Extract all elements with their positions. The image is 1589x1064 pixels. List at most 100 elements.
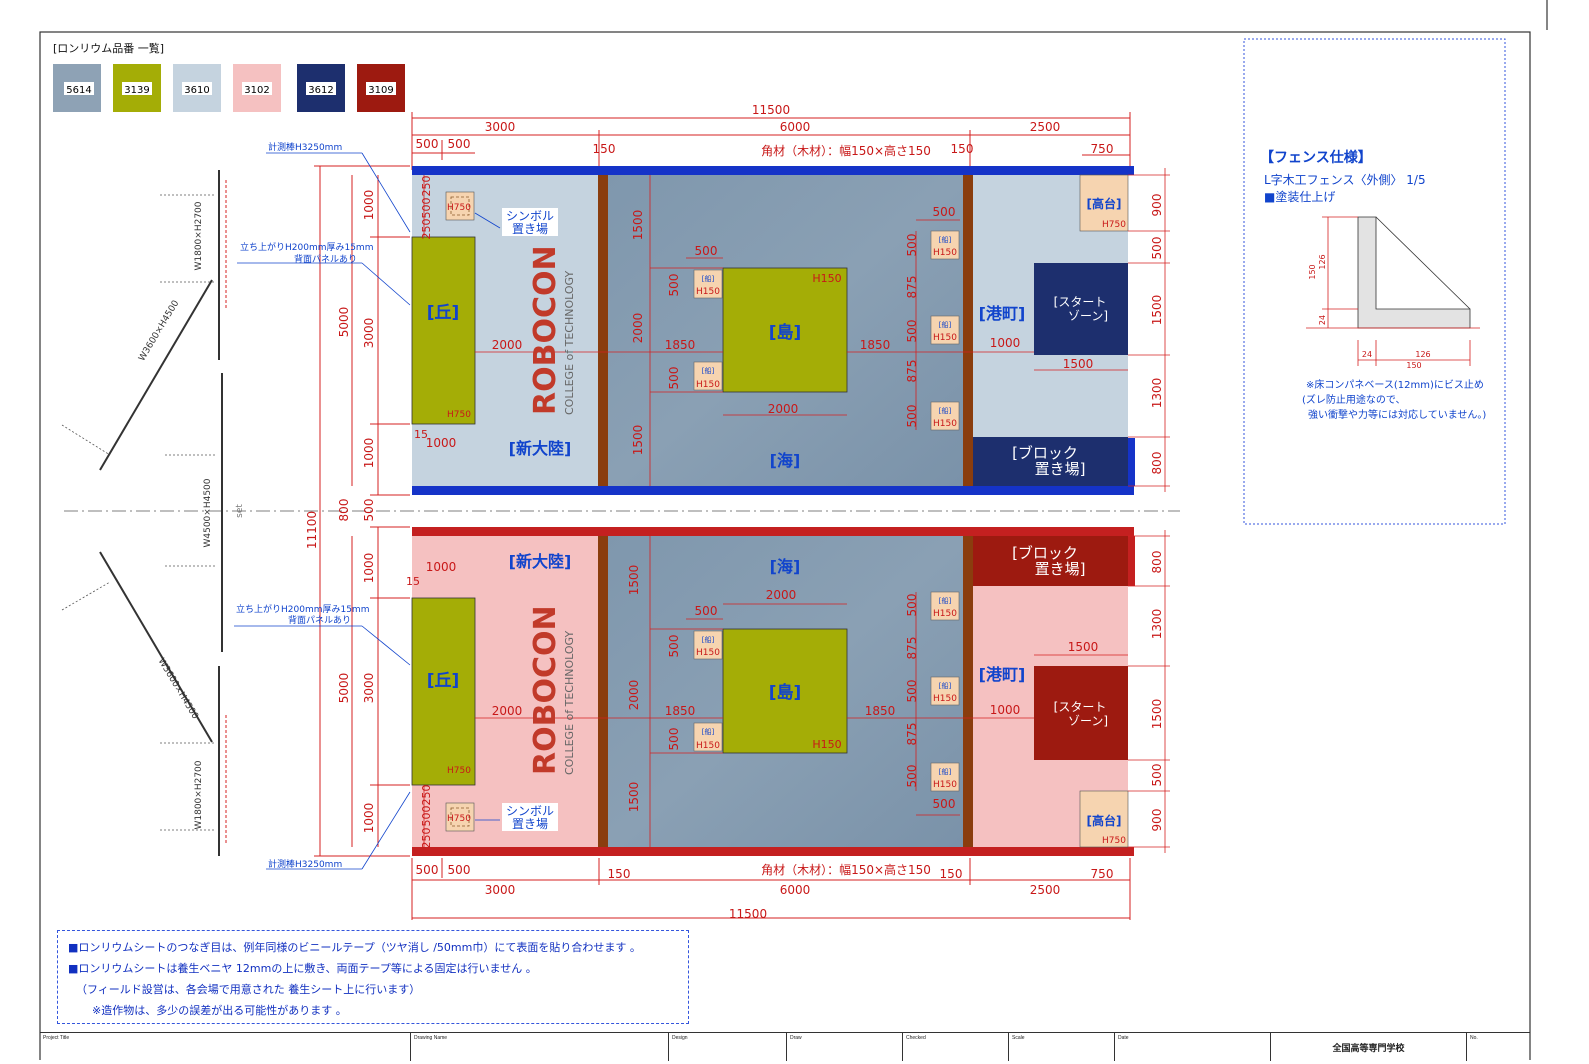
fence-label-a-bottom: W1800×H2700 xyxy=(194,760,204,829)
timber-left xyxy=(598,175,608,486)
label-start-2: ゾーン] xyxy=(1068,309,1108,323)
svg-text:ゾーン]: ゾーン] xyxy=(1068,714,1108,728)
start-zone-red xyxy=(1034,666,1128,760)
tb-no: No. xyxy=(1466,1033,1530,1061)
plateau-red xyxy=(1079,790,1129,848)
dim-500a: 500 xyxy=(416,137,439,151)
svg-text:500: 500 xyxy=(667,635,681,658)
left-dimension-lines xyxy=(314,165,410,857)
svg-text:H750: H750 xyxy=(447,814,471,824)
annotation-measure-pole-bottom: 計測棒H3250mm xyxy=(268,858,342,870)
svg-text:L字木工フェンス〈外側〉 1/5: L字木工フェンス〈外側〉 1/5 xyxy=(1264,172,1426,187)
svg-text:[海]: [海] xyxy=(770,557,801,576)
svg-text:H150: H150 xyxy=(696,380,720,390)
svg-text:2000: 2000 xyxy=(631,313,645,344)
svg-text:H150: H150 xyxy=(812,272,841,285)
svg-text:[船]: [船] xyxy=(939,596,952,605)
svg-text:[船]: [船] xyxy=(702,274,715,283)
svg-text:24: 24 xyxy=(1318,315,1327,325)
swatch-label-3139: 3139 xyxy=(124,85,149,96)
tb-org: 全国高等専門学校 xyxy=(1270,1033,1466,1061)
svg-text:1500: 1500 xyxy=(627,782,641,813)
swatch-label-5614: 5614 xyxy=(66,85,91,96)
svg-text:1000: 1000 xyxy=(362,803,376,834)
svg-text:800: 800 xyxy=(337,499,351,522)
label-island: [島] xyxy=(769,322,802,343)
svg-text:875: 875 xyxy=(905,723,919,746)
legend-title: [ロンリウム品番 一覧] xyxy=(53,41,164,55)
blue-fence-bottom xyxy=(412,486,1134,495)
svg-text:500: 500 xyxy=(933,205,956,219)
blue-field-labels: [丘] [新大陸] [島] [海] [港町] [高台] xyxy=(427,196,1122,470)
svg-text:H150: H150 xyxy=(933,694,957,704)
red-field xyxy=(411,527,1135,856)
svg-text:500: 500 xyxy=(695,604,718,618)
svg-text:5000: 5000 xyxy=(337,307,351,338)
swatch-label-3612: 3612 xyxy=(308,85,333,96)
svg-text:500: 500 xyxy=(905,320,919,343)
svg-text:875: 875 xyxy=(905,637,919,660)
blue-field-height-labels: H750 H150 H750 H750 [船] H150 [船] H150 [船… xyxy=(447,203,1126,429)
svg-text:■塗装仕上げ: ■塗装仕上げ xyxy=(1264,189,1335,204)
svg-text:シンボル: シンボル xyxy=(506,804,554,818)
note-4: ※造作物は、多少の誤差が出る可能性があります 。 xyxy=(92,1004,347,1017)
svg-text:2000: 2000 xyxy=(766,588,797,602)
svg-text:24: 24 xyxy=(1362,350,1372,359)
island xyxy=(722,267,848,393)
svg-text:[丘]: [丘] xyxy=(427,671,460,691)
svg-text:[船]: [船] xyxy=(702,635,715,644)
svg-text:150: 150 xyxy=(1308,264,1317,279)
svg-text:500: 500 xyxy=(905,594,919,617)
red-fence-bottom xyxy=(412,847,1134,856)
svg-text:[港町]: [港町] xyxy=(979,665,1026,684)
svg-text:[船]: [船] xyxy=(702,727,715,736)
svg-text:H150: H150 xyxy=(696,287,720,297)
note-3: （フィールド設営は、各会場で用意された 養生シート上に行います） xyxy=(76,983,421,996)
svg-text:150: 150 xyxy=(940,867,963,881)
svg-text:5000: 5000 xyxy=(337,673,351,704)
svg-text:[船]: [船] xyxy=(702,366,715,375)
svg-text:250: 250 xyxy=(420,828,433,849)
svg-text:500: 500 xyxy=(667,274,681,297)
svg-text:[ブロック: [ブロック xyxy=(1012,544,1078,562)
svg-text:H750: H750 xyxy=(447,410,471,420)
svg-text:[船]: [船] xyxy=(939,235,952,244)
blue-field xyxy=(411,166,1135,495)
label-new-continent: [新大陸] xyxy=(509,439,572,458)
fence-label-b-bottom: W3600×H4500 xyxy=(156,657,200,722)
fence-label-c: W4500×H4500 xyxy=(203,478,213,547)
svg-text:置き場]: 置き場] xyxy=(1035,560,1086,578)
svg-text:背面パネルあり: 背面パネルあり xyxy=(288,614,351,626)
svg-text:1000: 1000 xyxy=(990,336,1021,350)
svg-text:ROBOCON: ROBOCON xyxy=(528,245,563,415)
svg-text:500: 500 xyxy=(1150,237,1164,260)
svg-text:500: 500 xyxy=(667,367,681,390)
label-block-1: [ブロック xyxy=(1012,444,1078,462)
blue-inner-dims: 2000 1850 1850 1000 1500 1000 2000 500 5… xyxy=(414,205,1093,450)
svg-text:2000: 2000 xyxy=(492,704,523,718)
svg-text:[島]: [島] xyxy=(769,682,802,703)
fence-spec-panel xyxy=(1243,38,1506,525)
svg-text:1300: 1300 xyxy=(1150,378,1164,409)
tb-project-title: Project Title xyxy=(43,1035,70,1041)
svg-text:1500: 1500 xyxy=(627,565,641,596)
fence-side-view xyxy=(99,170,223,856)
svg-text:[船]: [船] xyxy=(939,406,952,415)
timber-right xyxy=(963,175,973,486)
svg-text:500: 500 xyxy=(905,680,919,703)
svg-text:500: 500 xyxy=(933,797,956,811)
svg-text:[高台]: [高台] xyxy=(1087,813,1122,828)
svg-text:15: 15 xyxy=(406,575,420,588)
svg-text:COLLEGE of TECHNOLOGY: COLLEGE of TECHNOLOGY xyxy=(563,631,576,775)
svg-text:1000: 1000 xyxy=(362,190,376,221)
svg-text:1000: 1000 xyxy=(990,703,1021,717)
blue-fence-top xyxy=(412,166,1134,175)
svg-text:1850: 1850 xyxy=(665,338,696,352)
svg-text:900: 900 xyxy=(1150,809,1164,832)
svg-text:500: 500 xyxy=(905,405,919,428)
svg-text:1850: 1850 xyxy=(865,704,896,718)
svg-text:H750: H750 xyxy=(447,203,471,213)
plateau xyxy=(1079,174,1129,232)
label-hill: [丘] xyxy=(427,303,460,323)
